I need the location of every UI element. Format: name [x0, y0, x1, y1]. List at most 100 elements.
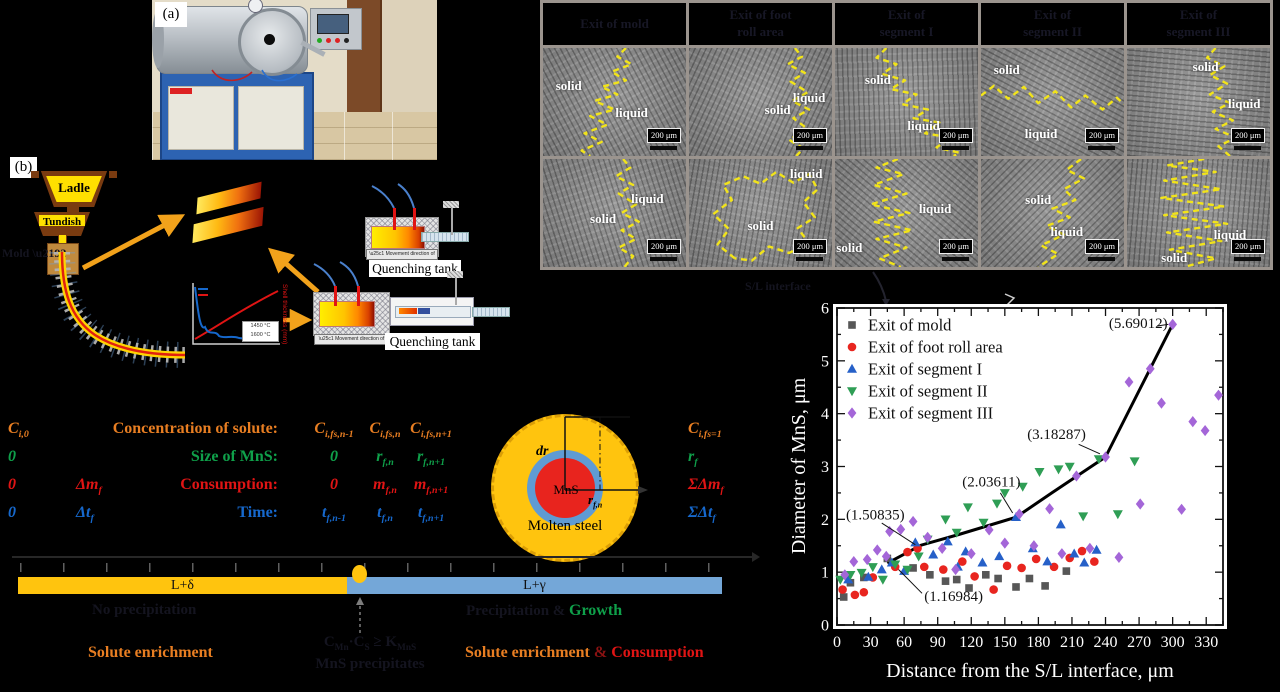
- x-tick-label: 0: [833, 634, 841, 651]
- control-screen: [317, 14, 349, 34]
- ladle-lug-right: [109, 171, 117, 178]
- nucleation-arrow: [356, 597, 364, 633]
- timeline-axis-arrow-icon: [752, 552, 760, 562]
- growth-label-text: Growth: [569, 602, 623, 619]
- phase-bar-gamma-text: L+γ: [523, 577, 546, 593]
- circle-construction-lines: [564, 416, 648, 494]
- furnace-photo: (a): [152, 0, 437, 160]
- x-tick-label: 330: [1194, 634, 1218, 651]
- cabinet-panel-right: [238, 86, 304, 150]
- annotation-label: (5.69012): [1109, 316, 1168, 332]
- mid-condition-line2: MnS precipitates: [315, 655, 425, 672]
- mns-diameter-chart: 0 30 60 90 120 150 180 210 240 270 300 330 0 1 2 3 4 5 6 Ex…: [790, 301, 1227, 682]
- annotation-label: (2.03611): [962, 475, 1020, 491]
- micrograph-cell-1: solid liquid 200 μm: [543, 48, 686, 156]
- precipitation-label-text: Precipitation &: [466, 603, 566, 619]
- model-row-3-c1: 0: [330, 476, 338, 493]
- legend-label: Exit of mold: [868, 316, 952, 335]
- rod-support-block-top: [443, 201, 459, 208]
- phase-bar-delta: L+δ: [18, 577, 347, 594]
- x-tick-label: 150: [993, 634, 1017, 651]
- legend-label: Exit of segment III: [868, 404, 993, 423]
- x-tick-label: 270: [1127, 634, 1151, 651]
- solid-label: solid: [993, 61, 1020, 77]
- series-exit-of-foot-roll-area: [838, 544, 1099, 600]
- model-row-2-c3: rf,n+1: [416, 448, 446, 469]
- control-panel: [310, 8, 362, 50]
- scale-chip: 200 μm: [646, 239, 681, 254]
- solid-label: solid: [747, 217, 774, 233]
- sl-boundary: [981, 48, 1124, 156]
- tundish-label: Tundish: [30, 216, 94, 228]
- rod-support-block-bottom: [447, 271, 463, 278]
- scale-chip: 200 μm: [938, 128, 973, 143]
- solid-label: solid: [590, 211, 617, 227]
- x-tick-label: 120: [959, 634, 983, 651]
- liquid-label: liquid: [789, 166, 823, 182]
- mini-chart-note1: 1450 °C: [250, 323, 271, 329]
- micrograph-cell-4: solid liquid 200 μm: [981, 48, 1124, 156]
- furnace-cabinet: [160, 72, 314, 160]
- annotation-label: (3.18287): [1027, 427, 1086, 443]
- furnace-banner-bottom-text: Movement direction of furnace: [335, 336, 385, 342]
- liquid-label: liquid: [1050, 224, 1084, 240]
- x-axis-title: Distance from the S/L interface, μm: [886, 660, 1174, 682]
- x-tick-label: 240: [1094, 634, 1118, 651]
- legend-label: Exit of segment I: [868, 360, 982, 379]
- model-row-1-c2: Ci,fs,n: [369, 420, 401, 441]
- model-row-4-left1: 0: [8, 504, 16, 521]
- mold-label: Mold \u2192: [2, 246, 66, 261]
- banner-left-arrow-icon: \u25c1: [369, 251, 385, 257]
- nucleation-dot: [352, 565, 367, 583]
- scale-bar: [650, 146, 677, 150]
- model-row-1-label: Concentration of solute:: [112, 420, 278, 437]
- y-tick-label: 5: [821, 353, 829, 370]
- furnace-bottom-electrode-1: [334, 286, 337, 306]
- liquid-label: liquid: [615, 104, 648, 120]
- sample-rod-top: [421, 232, 469, 242]
- phase-bar-gamma: L+γ: [347, 577, 722, 594]
- tundish-label-text: Tundish: [42, 216, 82, 228]
- furnace-bottom-electrode-2: [357, 286, 360, 306]
- scale-chip: 200 μm: [792, 239, 827, 254]
- model-row-1-left1: Ci,0: [8, 420, 29, 441]
- sl-boundary: [1127, 159, 1270, 267]
- scale-bar: [796, 257, 823, 261]
- tundish-melt: [39, 215, 85, 226]
- ampersand-text: &: [593, 644, 608, 661]
- micrograph-cell-2: solid liquid 200 μm: [689, 48, 832, 156]
- panel-a-label: (a): [155, 2, 187, 27]
- panel-a-label-text: (a): [162, 6, 180, 22]
- sl-boundary: [835, 159, 978, 267]
- molten-steel-label: Molten steel: [527, 518, 603, 534]
- button-dark: [344, 38, 349, 43]
- sl-boundary: [689, 159, 832, 267]
- solute-enrichment-left-label: Solute enrichment: [88, 644, 213, 661]
- mid-condition-label: CMn·CS ≥ KMnS MnS precipitates: [295, 633, 445, 673]
- model-row-3-left2: Δmf: [76, 476, 102, 497]
- annotation-leader: [1156, 323, 1169, 327]
- hoses: [211, 69, 298, 82]
- quenching-tank-label-top: Quenching tank: [369, 260, 461, 277]
- model-row-2-left1: 0: [8, 448, 16, 465]
- furnace-banner-top-text: Movement direction of furnace: [385, 251, 435, 257]
- model-row-3-c3: mf,n+1: [413, 476, 449, 497]
- scale-bar: [1234, 257, 1261, 261]
- model-row-4-left2: Δtf: [76, 504, 94, 525]
- micrograph-grid: Exit of mold Exit of foot roll area Exit of…: [540, 0, 1273, 270]
- quench-sample-hot: [399, 308, 417, 314]
- mold-label-text: Mold: [2, 246, 30, 260]
- solid-label: solid: [836, 239, 863, 255]
- scale-chip: 200 μm: [1230, 239, 1265, 254]
- pressure-gauge-icon: [248, 0, 263, 13]
- model-row-4-c2: tf,n: [377, 504, 393, 525]
- micrograph-cell-9: solid liquid 200 μm: [981, 159, 1124, 267]
- panel-b-label-text: (b): [14, 159, 33, 175]
- quenching-tank-label-bottom-text: Quenching tank: [389, 333, 476, 349]
- liquid-label: liquid: [792, 89, 826, 105]
- model-row-3-sum: ΣΔmf: [688, 476, 724, 497]
- model-row-4-c1: tf,n-1: [322, 504, 346, 525]
- timeline-axis: [12, 556, 752, 558]
- scale-chip: 200 μm: [646, 128, 681, 143]
- liquid-label: liquid: [1227, 96, 1261, 112]
